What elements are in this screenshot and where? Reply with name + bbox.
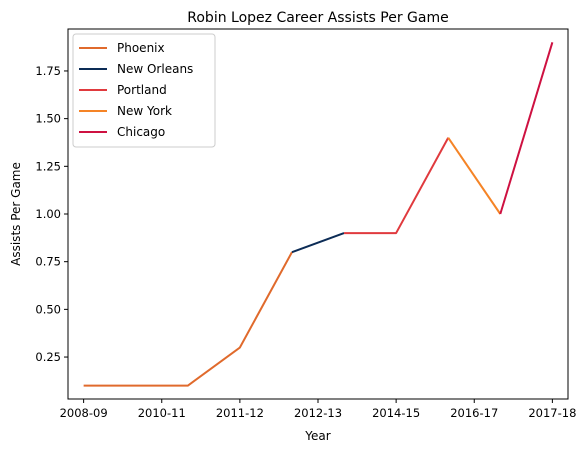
series-line-4 (499, 42, 554, 215)
y-tick-label: 1.00 (35, 207, 61, 221)
legend-label-0: Phoenix (117, 41, 165, 55)
legend-label-1: New Orleans (117, 62, 193, 76)
x-tick-label: 2011-12 (216, 406, 264, 420)
x-tick-label: 2010-11 (138, 406, 186, 420)
legend-label-4: Chicago (117, 125, 165, 139)
legend-box (72, 33, 216, 148)
x-tick-label: 2008-09 (60, 406, 108, 420)
y-tick-label: 0.50 (35, 302, 61, 316)
y-axis-label: Assists Per Game (9, 162, 23, 266)
y-tick-label: 0.25 (35, 350, 61, 364)
series-line-3 (447, 137, 502, 215)
x-tick-label: 2017-18 (528, 406, 576, 420)
legend: Phoenix New Orleans Portland New York Chicag… (72, 33, 216, 148)
legend-label-2: Portland (117, 83, 167, 97)
y-tick-label: 0.75 (35, 255, 61, 269)
y-tick-label: 1.75 (35, 64, 61, 78)
y-axis-ticks: 0.25 0.50 0.75 1.00 1.25 1.50 1.75 (35, 64, 68, 364)
series-layer (83, 42, 554, 387)
y-tick-label: 1.25 (35, 159, 61, 173)
x-tick-label: 2012-13 (294, 406, 342, 420)
series-line-2 (344, 137, 450, 235)
x-axis-label: Year (304, 429, 330, 443)
x-tick-label: 2016-17 (450, 406, 498, 420)
y-tick-label: 1.50 (35, 112, 61, 126)
chart-title: Robin Lopez Career Assists Per Game (187, 10, 448, 26)
x-axis-ticks: 2008-09 2010-11 2011-12 2012-13 2014-15 2016-… (60, 399, 576, 420)
x-tick-label: 2014-15 (372, 406, 420, 420)
series-line-1 (291, 232, 345, 254)
legend-label-3: New York (117, 104, 172, 118)
series-line-0 (83, 251, 293, 387)
